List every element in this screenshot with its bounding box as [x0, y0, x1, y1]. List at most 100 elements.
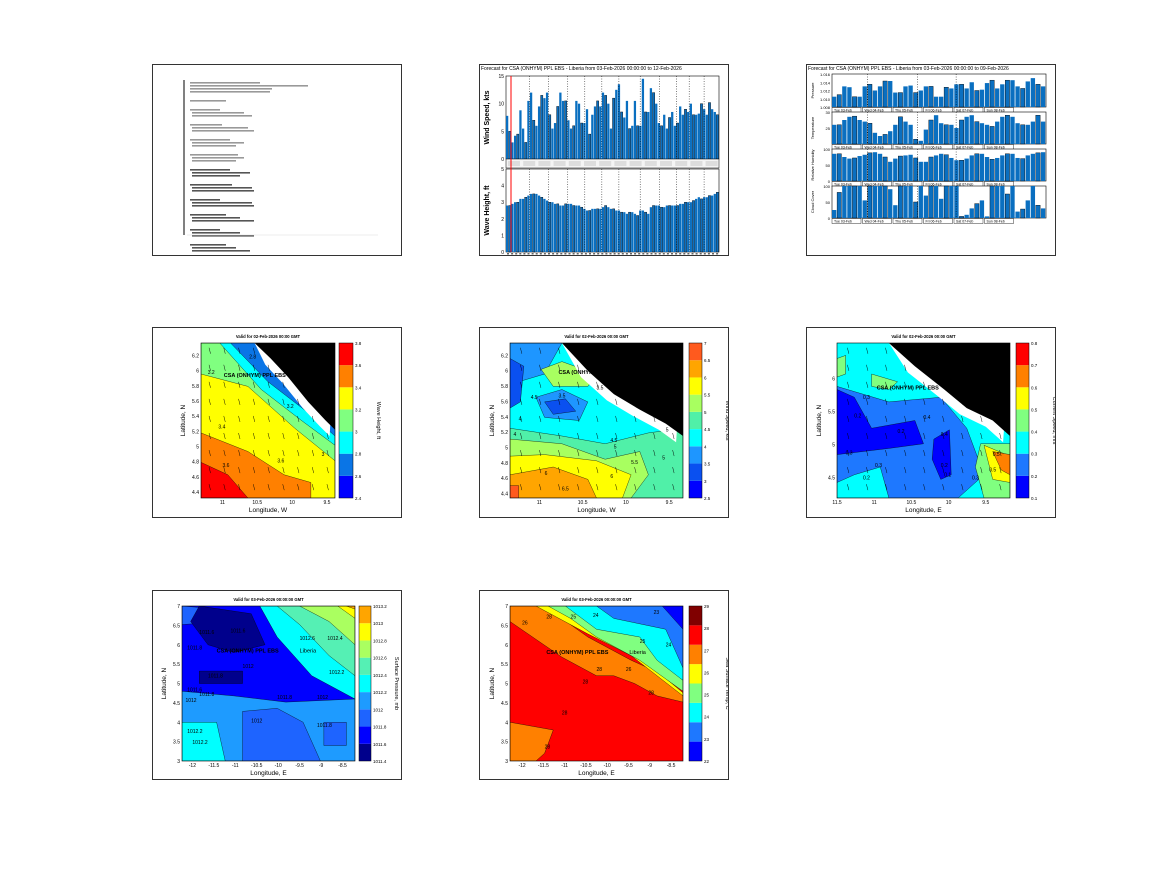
colorbar-tick-label: 3: [355, 430, 358, 435]
vector-arrow: [999, 415, 1002, 423]
contour-band: [190, 606, 266, 653]
vector-arrow: [961, 364, 964, 371]
bar: [607, 103, 610, 159]
x-tick-label: -10.5: [580, 763, 592, 769]
bar: [877, 186, 883, 218]
vector-arrow: [866, 467, 869, 474]
x-tick-label-mark: [699, 253, 702, 255]
vector-arrow: [297, 398, 300, 405]
vector-arrow: [282, 364, 285, 371]
vector-arrow: [577, 398, 580, 405]
colorbar-band: [1016, 343, 1029, 366]
vector-arrow: [634, 467, 637, 474]
x-tick-label-mark: [679, 253, 682, 255]
bar: [511, 142, 514, 159]
report-text-line: [192, 250, 250, 252]
vector-arrow: [653, 364, 656, 371]
y-tick-label: 1.010: [820, 97, 831, 102]
x-tick-label-mark: [548, 253, 550, 255]
vector-arrow: [282, 484, 285, 491]
bar: [842, 157, 847, 181]
colorbar-band: [689, 377, 702, 395]
bar: [964, 116, 969, 144]
y-tick-label: 1.014: [820, 80, 831, 85]
vector-arrow: [253, 347, 255, 354]
colorbar-tick-label: 5: [704, 410, 707, 415]
vector-arrow: [885, 364, 888, 371]
vector-arrow: [615, 381, 618, 388]
vector-arrow: [942, 347, 945, 354]
day-label-box: [862, 218, 892, 224]
contour-label: 0.5: [989, 468, 996, 474]
bar: [615, 89, 618, 159]
x-tick-label-mark: [552, 253, 555, 255]
vector-arrow: [847, 398, 850, 405]
bar: [939, 96, 944, 107]
bar: [519, 110, 522, 159]
x-tick-label: -9: [648, 763, 653, 769]
date-strip-cell: [523, 161, 536, 166]
weather-forecast-panel: Forecast for CSA (ONHYM) PPL EBS - Liber…: [806, 64, 1056, 256]
vector-arrow: [253, 415, 255, 423]
report-text-line: [190, 214, 226, 216]
text-report-panel: [152, 64, 402, 256]
vector-arrow: [558, 449, 561, 457]
report-text-line: [190, 154, 238, 156]
colorbar-band: [359, 709, 371, 727]
y-tick-label: 6.2: [192, 353, 199, 359]
bar: [583, 208, 586, 252]
report-text-line: [190, 91, 270, 93]
vector-arrow: [980, 347, 983, 354]
y-tick-label: 1.008: [820, 105, 831, 110]
vector-arrow: [223, 364, 226, 371]
vector-arrow: [980, 364, 983, 371]
bar: [535, 125, 538, 159]
vector-arrow: [615, 449, 618, 457]
x-tick-label: 10: [623, 500, 629, 506]
vector-arrow: [238, 415, 241, 423]
date-strip-cell: [705, 161, 718, 166]
bar: [591, 208, 594, 252]
vector-arrow: [253, 484, 255, 491]
colorbar-tick-label: 3: [704, 479, 707, 484]
bar: [943, 87, 949, 108]
vector-arrow: [253, 467, 255, 474]
y-tick-label: 4: [505, 720, 508, 726]
contour-band: [837, 355, 846, 378]
vector-arrow: [282, 398, 285, 405]
vector-arrow: [282, 415, 285, 423]
y-tick-label: 4.8: [192, 460, 199, 466]
x-tick-label-mark: [703, 253, 706, 255]
bar: [979, 153, 985, 181]
contour-label: 1011.6: [230, 628, 245, 634]
y-axis-label: Latitude, N: [161, 667, 168, 699]
report-text-line: [192, 220, 254, 222]
vector-arrow: [282, 449, 285, 457]
vector-arrow: [539, 449, 542, 457]
y-axis-label: Latitude, N: [816, 404, 823, 436]
bar: [949, 88, 954, 107]
bar: [524, 142, 528, 160]
bar: [628, 211, 631, 253]
vector-arrow: [312, 381, 314, 388]
colorbar-band: [689, 741, 702, 761]
x-tick-label-mark: [621, 253, 624, 255]
plot-frame: [509, 342, 684, 499]
day-label-box: [923, 218, 953, 224]
bar: [655, 205, 658, 252]
bar: [898, 185, 903, 219]
x-tick-label-mark: [695, 253, 698, 255]
vector-arrow: [267, 484, 270, 491]
bar: [989, 159, 995, 182]
colorbar-tick-label: 28: [704, 626, 710, 631]
bar: [862, 121, 867, 144]
bar: [852, 157, 857, 182]
day-label: Tue 03-Feb: [834, 109, 852, 113]
vector-arrow: [615, 467, 618, 474]
contour-label: 6.5: [562, 486, 569, 492]
land-mask: [561, 343, 683, 436]
x-tick-label: 11: [537, 500, 542, 506]
day-label: Fri 06-Feb: [926, 183, 942, 187]
vector-arrow: [923, 484, 926, 491]
y-tick-label: 25: [826, 126, 831, 131]
